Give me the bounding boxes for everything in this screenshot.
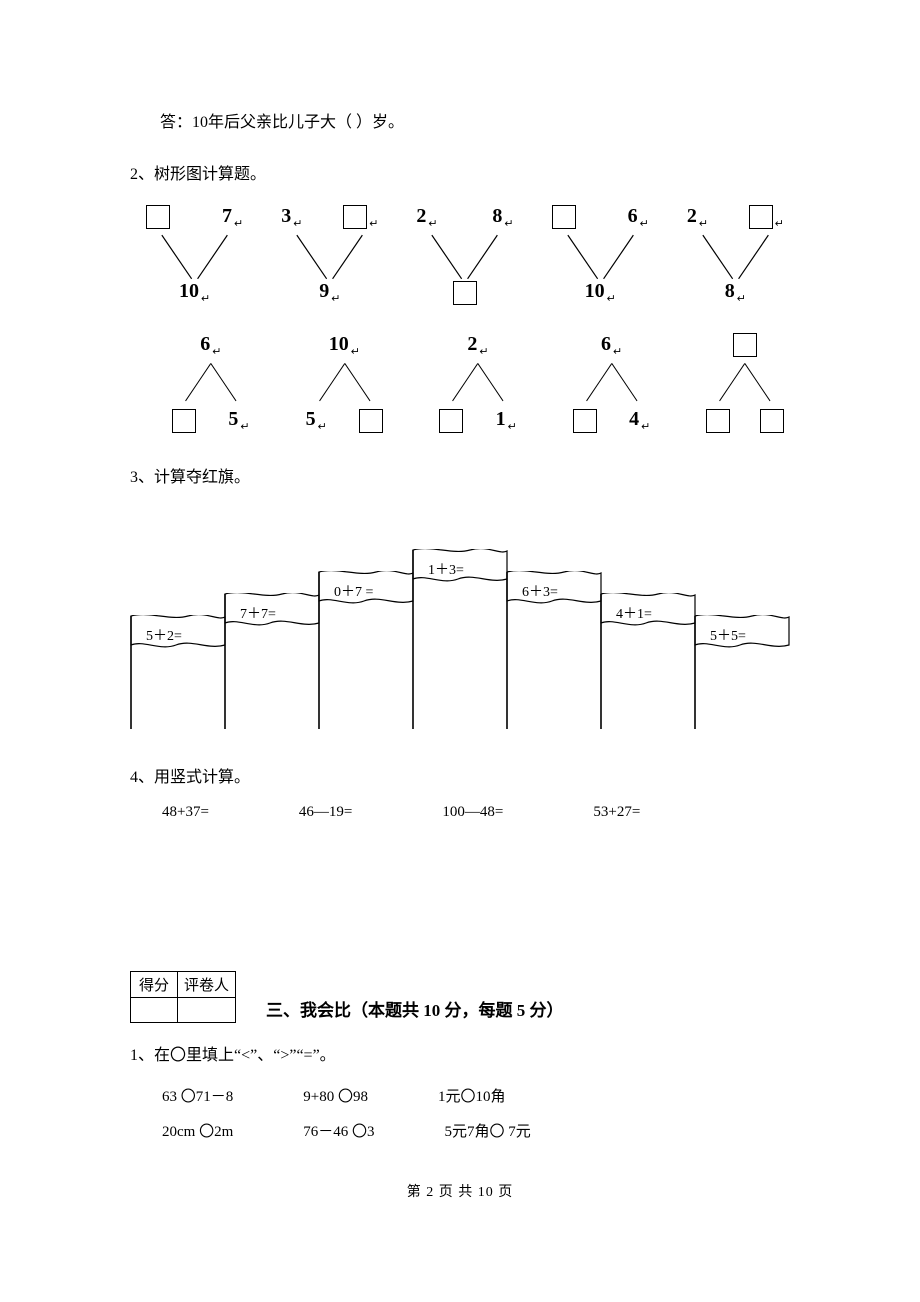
answer-box xyxy=(573,409,597,433)
answer-box xyxy=(733,333,757,357)
vcalc-item: 48+37= xyxy=(162,804,209,821)
compare-row-2: 20cm 〇2m 76－46 〇3 5元7角〇 7元 xyxy=(162,1120,790,1141)
flag: 4＋1= xyxy=(600,593,696,729)
vcalc-item: 100—48= xyxy=(442,804,503,821)
compare-item: 20cm 〇2m xyxy=(162,1120,233,1141)
number-bond xyxy=(700,333,790,433)
flag: 5＋2= xyxy=(130,615,226,729)
number-bond: 2↵8↵ xyxy=(410,205,519,305)
answer-box xyxy=(439,409,463,433)
answer-box xyxy=(749,205,773,229)
compare-item: 5元7角〇 7元 xyxy=(445,1120,531,1141)
score-cell xyxy=(131,997,178,1022)
vcalc-item: 46—19= xyxy=(299,804,352,821)
flag: 7＋7= xyxy=(224,593,320,729)
compare-intro: 1、在〇里填上“<”、“>”“=”。 xyxy=(130,1041,790,1071)
score-table: 得分 评卷人 xyxy=(130,971,236,1023)
answer-box xyxy=(453,281,477,305)
page-footer: 第 2 页 共 10 页 xyxy=(130,1181,790,1201)
flag: 6＋3= xyxy=(506,571,602,729)
number-bond: 10↵5↵ xyxy=(300,333,390,433)
flag-equation: 0＋7 = xyxy=(334,581,373,601)
compare-item: 63 〇71－8 xyxy=(162,1085,233,1106)
answer-box xyxy=(552,205,576,229)
q4-title: 4、用竖式计算。 xyxy=(130,763,790,793)
answer-box xyxy=(760,409,784,433)
answer-box xyxy=(172,409,196,433)
marker-cell xyxy=(178,997,236,1022)
answer-box xyxy=(146,205,170,229)
compare-row-1: 63 〇71－8 9+80 〇98 1元〇10角 xyxy=(162,1085,790,1106)
flag: 0＋7 = xyxy=(318,571,414,729)
compare-item: 76－46 〇3 xyxy=(303,1120,374,1141)
flags-area: 5＋2= 7＋7= 0＋7 = 1＋3= 6＋3= 4＋1= 5＋5= xyxy=(130,533,790,733)
flag-equation: 7＋7= xyxy=(240,603,276,623)
flag-equation: 4＋1= xyxy=(616,603,652,623)
compare-item: 1元〇10角 xyxy=(438,1085,506,1106)
bond-row-1: 7↵10↵ 3↵↵9↵ 2↵8↵ 6↵10↵ 2↵↵8↵ xyxy=(140,205,790,305)
answer-box xyxy=(343,205,367,229)
flag-equation: 5＋2= xyxy=(146,625,182,645)
score-header-2: 评卷人 xyxy=(178,971,236,997)
compare-item: 9+80 〇98 xyxy=(303,1085,368,1106)
number-bond: 6↵4↵ xyxy=(567,333,657,433)
q3-title: 3、计算夺红旗。 xyxy=(130,463,790,493)
score-header-1: 得分 xyxy=(131,971,178,997)
vertical-calc-row: 48+37= 46—19= 100—48= 53+27= xyxy=(162,804,790,821)
answer-line: 答：10年后父亲比儿子大（ ）岁。 xyxy=(160,108,790,138)
number-bond: 6↵10↵ xyxy=(546,205,655,305)
bond-row-2: 6↵5↵ 10↵5↵ 2↵1↵ 6↵4↵ xyxy=(166,333,790,433)
flag: 5＋5= xyxy=(694,615,790,729)
q2-title: 2、树形图计算题。 xyxy=(130,160,790,190)
number-bond: 2↵↵8↵ xyxy=(681,205,790,305)
answer-box xyxy=(359,409,383,433)
section3-title: 三、我会比（本题共 10 分，每题 5 分） xyxy=(266,996,564,1023)
number-bond: 7↵10↵ xyxy=(140,205,249,305)
flag: 1＋3= xyxy=(412,549,508,729)
page: 答：10年后父亲比儿子大（ ）岁。 2、树形图计算题。 7↵10↵ 3↵↵9↵ 2↵… xyxy=(0,0,920,1241)
number-bond: 3↵↵9↵ xyxy=(275,205,384,305)
flag-equation: 5＋5= xyxy=(710,625,746,645)
vcalc-item: 53+27= xyxy=(593,804,640,821)
answer-box xyxy=(706,409,730,433)
number-bond: 2↵1↵ xyxy=(433,333,523,433)
flag-equation: 1＋3= xyxy=(428,559,464,579)
section3-header: 得分 评卷人 三、我会比（本题共 10 分，每题 5 分） xyxy=(130,971,790,1023)
number-bond: 6↵5↵ xyxy=(166,333,256,433)
flag-equation: 6＋3= xyxy=(522,581,558,601)
